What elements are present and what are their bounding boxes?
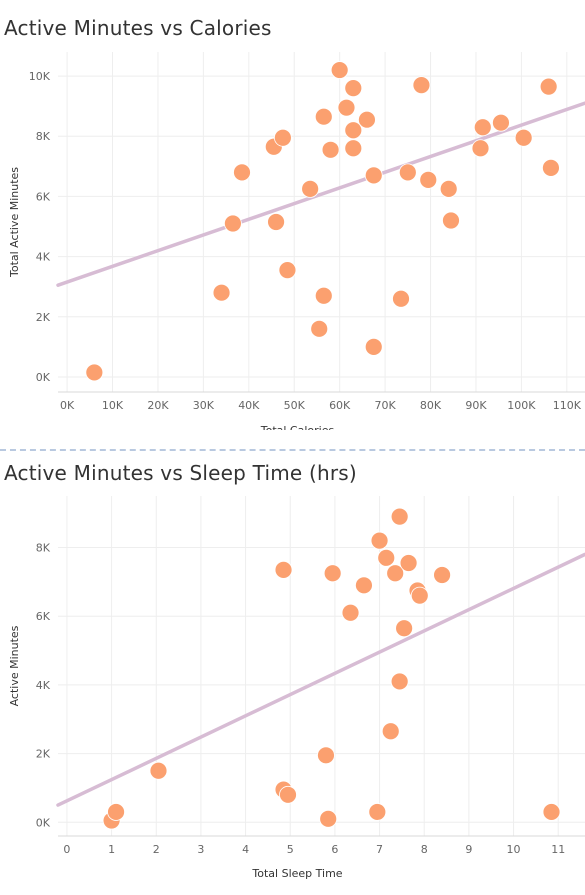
y-tick-label: 6K (36, 190, 51, 203)
y-tick-label: 6K (36, 610, 51, 623)
scatter-point (358, 110, 376, 129)
x-tick-label: 110K (553, 399, 582, 412)
chart-title-calories: Active Minutes vs Calories (4, 16, 272, 40)
scatter-point (368, 803, 387, 821)
scatter-point (392, 289, 410, 308)
x-tick-label: 20K (147, 399, 169, 412)
scatter-point (492, 113, 510, 132)
x-tick-label: 10K (102, 399, 124, 412)
scatter-point (224, 214, 242, 233)
scatter-point (341, 603, 360, 622)
scatter-point (412, 76, 431, 94)
x-tick-label: 100K (507, 399, 536, 412)
scatter-point (381, 722, 400, 741)
dashboard-divider (0, 449, 585, 451)
x-tick-label: 70K (374, 399, 396, 412)
scatter-point (370, 531, 389, 550)
x-tick-label: 80K (420, 399, 442, 412)
x-tick-label: 8 (421, 843, 428, 856)
x-axis-title: Total Sleep Time (251, 867, 342, 880)
scatter-point (433, 566, 451, 584)
x-tick-label: 7 (376, 843, 383, 856)
scatter-point (471, 139, 490, 158)
x-tick-label: 30K (193, 399, 215, 412)
scatter-point (278, 261, 297, 280)
y-tick-label: 8K (36, 542, 51, 555)
scatter-point (542, 158, 560, 177)
x-tick-label: 50K (284, 399, 306, 412)
scatter-point (514, 128, 533, 147)
scatter-point (310, 319, 329, 338)
scatter-point (273, 128, 292, 147)
chart-title-sleep: Active Minutes vs Sleep Time (hrs) (4, 461, 357, 485)
trend-line (56, 101, 585, 287)
x-tick-label: 11 (551, 843, 565, 856)
scatter-point (364, 337, 383, 356)
x-tick-label: 40K (238, 399, 260, 412)
x-tick-label: 1 (108, 843, 115, 856)
y-tick-label: 4K (36, 251, 51, 264)
y-axis-title: Total Active Minutes (8, 167, 21, 278)
scatter-point (274, 560, 293, 579)
scatter-point (364, 166, 383, 185)
scatter-point (317, 746, 335, 765)
x-tick-label: 4 (242, 843, 249, 856)
y-tick-label: 2K (36, 748, 51, 761)
scatter-point (337, 98, 356, 117)
scatter-point (330, 61, 349, 79)
y-axis-title: Active Minutes (8, 625, 21, 706)
scatter-point (386, 564, 405, 583)
scatter-point (355, 576, 373, 595)
scatter-point (442, 211, 460, 230)
y-tick-label: 2K (36, 311, 51, 324)
scatter-point (212, 283, 231, 302)
trend-line (56, 552, 585, 807)
scatter-point (542, 803, 561, 821)
x-tick-label: 3 (197, 843, 204, 856)
scatter-point (344, 121, 363, 140)
scatter-point (344, 139, 363, 158)
scatter-point (398, 163, 417, 182)
y-tick-label: 10K (29, 70, 51, 83)
x-tick-label: 90K (465, 399, 487, 412)
scatter-point (539, 77, 558, 96)
scatter-point (233, 163, 251, 182)
x-tick-label: 10 (507, 843, 521, 856)
x-tick-label: 5 (287, 843, 294, 856)
scatter-point (377, 548, 396, 567)
scatter-point (323, 564, 342, 583)
x-tick-label: 2 (153, 843, 160, 856)
chart-active-minutes-vs-calories: 0K 10K 20K 30K 40K 50K 60K 70K 80K 90K 100K 110K 0K 2… (8, 52, 585, 430)
y-tick-label: 0K (36, 816, 51, 829)
x-tick-label: 0 (63, 843, 70, 856)
x-tick-label: 9 (465, 843, 472, 856)
scatter-point (395, 619, 414, 638)
scatter-point (279, 785, 297, 804)
scatter-point (321, 140, 340, 159)
scatter-point (319, 809, 338, 828)
y-tick-label: 8K (36, 130, 51, 143)
x-tick-label: 60K (329, 399, 351, 412)
scatter-point (301, 180, 320, 198)
scatter-point (344, 79, 363, 98)
y-tick-label: 0K (36, 371, 51, 384)
x-tick-label: 6 (331, 843, 338, 856)
scatter-point (267, 213, 285, 231)
x-tick-label: 0K (60, 399, 75, 412)
scatter-point (390, 672, 409, 691)
x-axis-title: Total Calories (260, 424, 335, 430)
scatter-point (390, 507, 409, 526)
y-tick-label: 4K (36, 679, 51, 692)
scatter-point (419, 170, 438, 189)
scatter-point (410, 586, 429, 605)
scatter-point (314, 286, 333, 305)
scatter-point (149, 761, 168, 780)
scatter-point (314, 107, 333, 126)
scatter-point (439, 180, 458, 198)
scatter-point (85, 363, 104, 382)
scatter-point (107, 803, 125, 821)
scatter-point (399, 554, 418, 572)
scatter-point (473, 118, 492, 137)
